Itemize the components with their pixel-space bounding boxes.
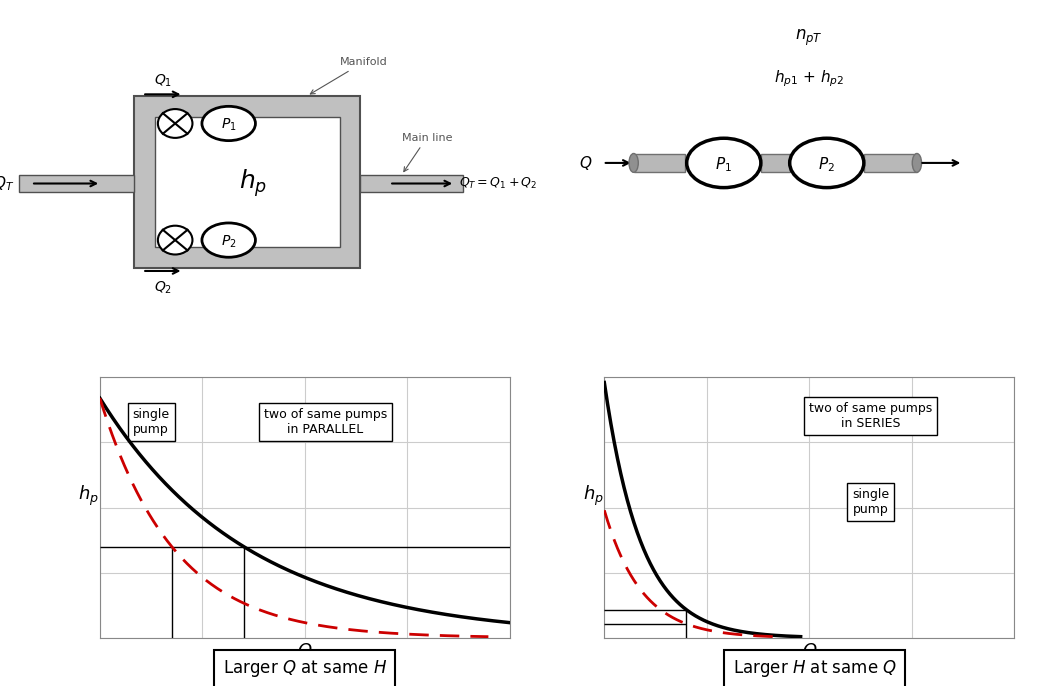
Polygon shape: [761, 154, 789, 172]
Ellipse shape: [202, 223, 255, 257]
Polygon shape: [154, 117, 339, 247]
Text: single
pump: single pump: [852, 488, 889, 517]
Y-axis label: $h_p$: $h_p$: [79, 484, 99, 508]
Text: $P_2$: $P_2$: [819, 155, 836, 174]
Text: $Q$: $Q$: [579, 154, 593, 172]
Y-axis label: $h_p$: $h_p$: [583, 484, 603, 508]
Text: $P_1$: $P_1$: [221, 117, 236, 133]
Text: $h_p$: $h_p$: [240, 167, 267, 200]
Polygon shape: [360, 175, 463, 192]
Text: Manifold: Manifold: [310, 57, 388, 94]
X-axis label: $Q$: $Q$: [802, 641, 817, 660]
Text: Main line: Main line: [401, 132, 452, 172]
Text: two of same pumps
in SERIES: two of same pumps in SERIES: [809, 403, 932, 430]
Text: $P_2$: $P_2$: [221, 234, 236, 250]
Text: $Q_T = Q_1 + Q_2$: $Q_T = Q_1 + Q_2$: [459, 176, 538, 191]
Text: two of same pumps
in PARALLEL: two of same pumps in PARALLEL: [264, 407, 387, 436]
X-axis label: $Q$: $Q$: [297, 641, 312, 660]
Circle shape: [158, 109, 192, 138]
Ellipse shape: [202, 106, 255, 141]
Polygon shape: [133, 96, 360, 268]
Text: $n_{pT}$: $n_{pT}$: [795, 27, 823, 48]
Text: $Q_2$: $Q_2$: [153, 280, 172, 296]
Polygon shape: [864, 154, 916, 172]
Text: Larger $H$ at same $Q$: Larger $H$ at same $Q$: [733, 659, 897, 679]
Ellipse shape: [912, 154, 922, 172]
Polygon shape: [19, 175, 133, 192]
Text: $Q_1$: $Q_1$: [153, 73, 172, 88]
Text: Larger $Q$ at same $H$: Larger $Q$ at same $H$: [223, 659, 387, 679]
Text: $h_{p1}$ + $h_{p2}$: $h_{p1}$ + $h_{p2}$: [774, 69, 844, 89]
Polygon shape: [634, 154, 685, 172]
Circle shape: [789, 139, 864, 188]
Text: $P_1$: $P_1$: [716, 155, 733, 174]
Text: single
pump: single pump: [132, 407, 169, 436]
Circle shape: [158, 226, 192, 255]
Text: $Q_T$: $Q_T$: [0, 174, 15, 193]
Circle shape: [686, 139, 761, 188]
Ellipse shape: [628, 154, 638, 172]
